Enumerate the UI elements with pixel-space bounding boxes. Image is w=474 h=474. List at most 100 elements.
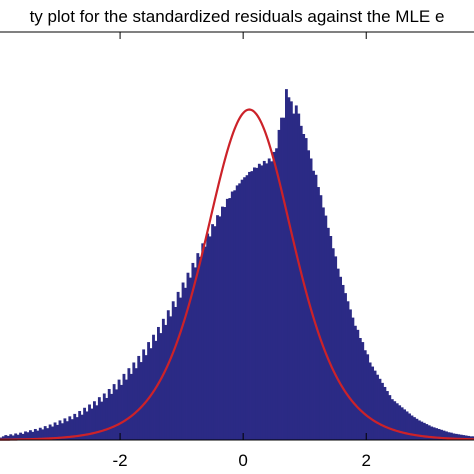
histogram-bar [144, 355, 148, 440]
histogram-bar [248, 171, 251, 440]
x-ticks: -2 0 2 [113, 32, 371, 470]
histogram-bar [243, 177, 247, 440]
histogram-bar [102, 393, 106, 440]
histogram-bar [216, 215, 219, 440]
histogram-bar [107, 389, 111, 440]
histogram-bar [43, 426, 47, 440]
histogram-bar [270, 161, 274, 440]
histogram-bar [48, 424, 52, 440]
histogram-bar [275, 148, 279, 440]
chart-title: ty plot for the standardized residuals a… [30, 7, 445, 26]
histogram-bar [341, 284, 345, 440]
histogram-bar [6, 435, 10, 440]
histogram-bar [203, 246, 207, 440]
histogram-bar [56, 424, 59, 440]
histogram-bar [83, 407, 87, 440]
histogram-bar [440, 429, 443, 440]
histogram-bar [329, 236, 333, 440]
histogram-bar [9, 434, 13, 440]
histogram-bar [186, 272, 190, 440]
histogram-bar [457, 434, 461, 440]
histogram-bar [442, 430, 446, 440]
histogram-bar [292, 113, 296, 440]
histogram-bar [137, 355, 141, 440]
histogram-bar [260, 165, 264, 441]
histogram-bar [125, 379, 128, 440]
histogram-bar [120, 384, 123, 440]
histogram-bar [395, 403, 399, 440]
histogram-bar [368, 362, 372, 440]
histogram-bar [319, 195, 323, 440]
histogram-bar [213, 226, 217, 440]
histogram-bar [302, 134, 306, 440]
histogram-bar [95, 405, 99, 440]
histogram-bar [75, 417, 79, 440]
histogram-bar [415, 418, 419, 440]
histogram-bar [174, 306, 178, 440]
histogram-bar [265, 163, 269, 440]
histogram-bar [459, 434, 463, 440]
histogram-bar [206, 233, 210, 440]
histogram-bar [110, 393, 114, 440]
histogram-bar [285, 89, 288, 441]
histogram-bar [253, 167, 256, 440]
histogram-bar [31, 431, 35, 440]
histogram-bar [408, 413, 411, 440]
histogram-bar [289, 101, 293, 441]
histogram-bar [115, 389, 119, 440]
histogram-bar [233, 190, 237, 440]
histogram-bar [164, 324, 168, 440]
histogram-bar [223, 207, 227, 440]
histogram-bar [422, 422, 426, 440]
histogram-bar [447, 432, 451, 440]
histogram-bar [70, 419, 74, 440]
histogram-bar [381, 382, 384, 440]
histogram-bar [41, 429, 45, 440]
histogram-bar [112, 384, 116, 440]
histogram-bar [176, 291, 180, 440]
histogram-bar [430, 426, 434, 440]
histogram-bar [317, 187, 320, 440]
histogram-bar [250, 171, 254, 440]
histogram-bar [139, 362, 143, 440]
histogram-bar [240, 179, 244, 440]
histogram-bar [358, 338, 362, 440]
histogram-bar [208, 236, 212, 440]
histogram-bar [196, 253, 200, 440]
histogram-bar [299, 125, 303, 440]
histogram-bar [171, 301, 175, 440]
histogram-bar [61, 423, 64, 440]
histogram-bar [238, 183, 242, 440]
histogram-bar [142, 349, 146, 440]
histogram-bar [1, 436, 5, 440]
histogram-bar [93, 401, 96, 440]
histogram-bar [417, 420, 421, 440]
histogram-bar [189, 277, 192, 440]
histogram-bar [280, 117, 283, 441]
histogram-bar [427, 425, 431, 440]
histogram-bar [326, 227, 330, 440]
histogram-bar [344, 293, 347, 440]
histogram-bar [33, 428, 37, 440]
histogram-bar [225, 198, 229, 440]
histogram-bar [398, 405, 402, 440]
histogram-bar [437, 428, 441, 440]
histogram-bar [161, 318, 165, 440]
histogram-bar [100, 401, 104, 440]
histogram-bar [267, 158, 271, 441]
histogram-bar [53, 422, 57, 440]
histogram-bar [166, 310, 170, 440]
histogram-bar [351, 317, 355, 440]
histogram-bar [228, 198, 232, 440]
histogram-bar [46, 428, 50, 440]
histogram-bar [4, 435, 8, 440]
histogram-bar [63, 418, 67, 440]
histogram-bar [169, 316, 173, 440]
histogram-bar [127, 368, 131, 440]
histogram-bar [361, 342, 365, 440]
histogram-bar [383, 386, 387, 440]
histogram-bar [14, 433, 18, 440]
histogram-bar [152, 334, 155, 440]
histogram-bar [51, 426, 55, 440]
